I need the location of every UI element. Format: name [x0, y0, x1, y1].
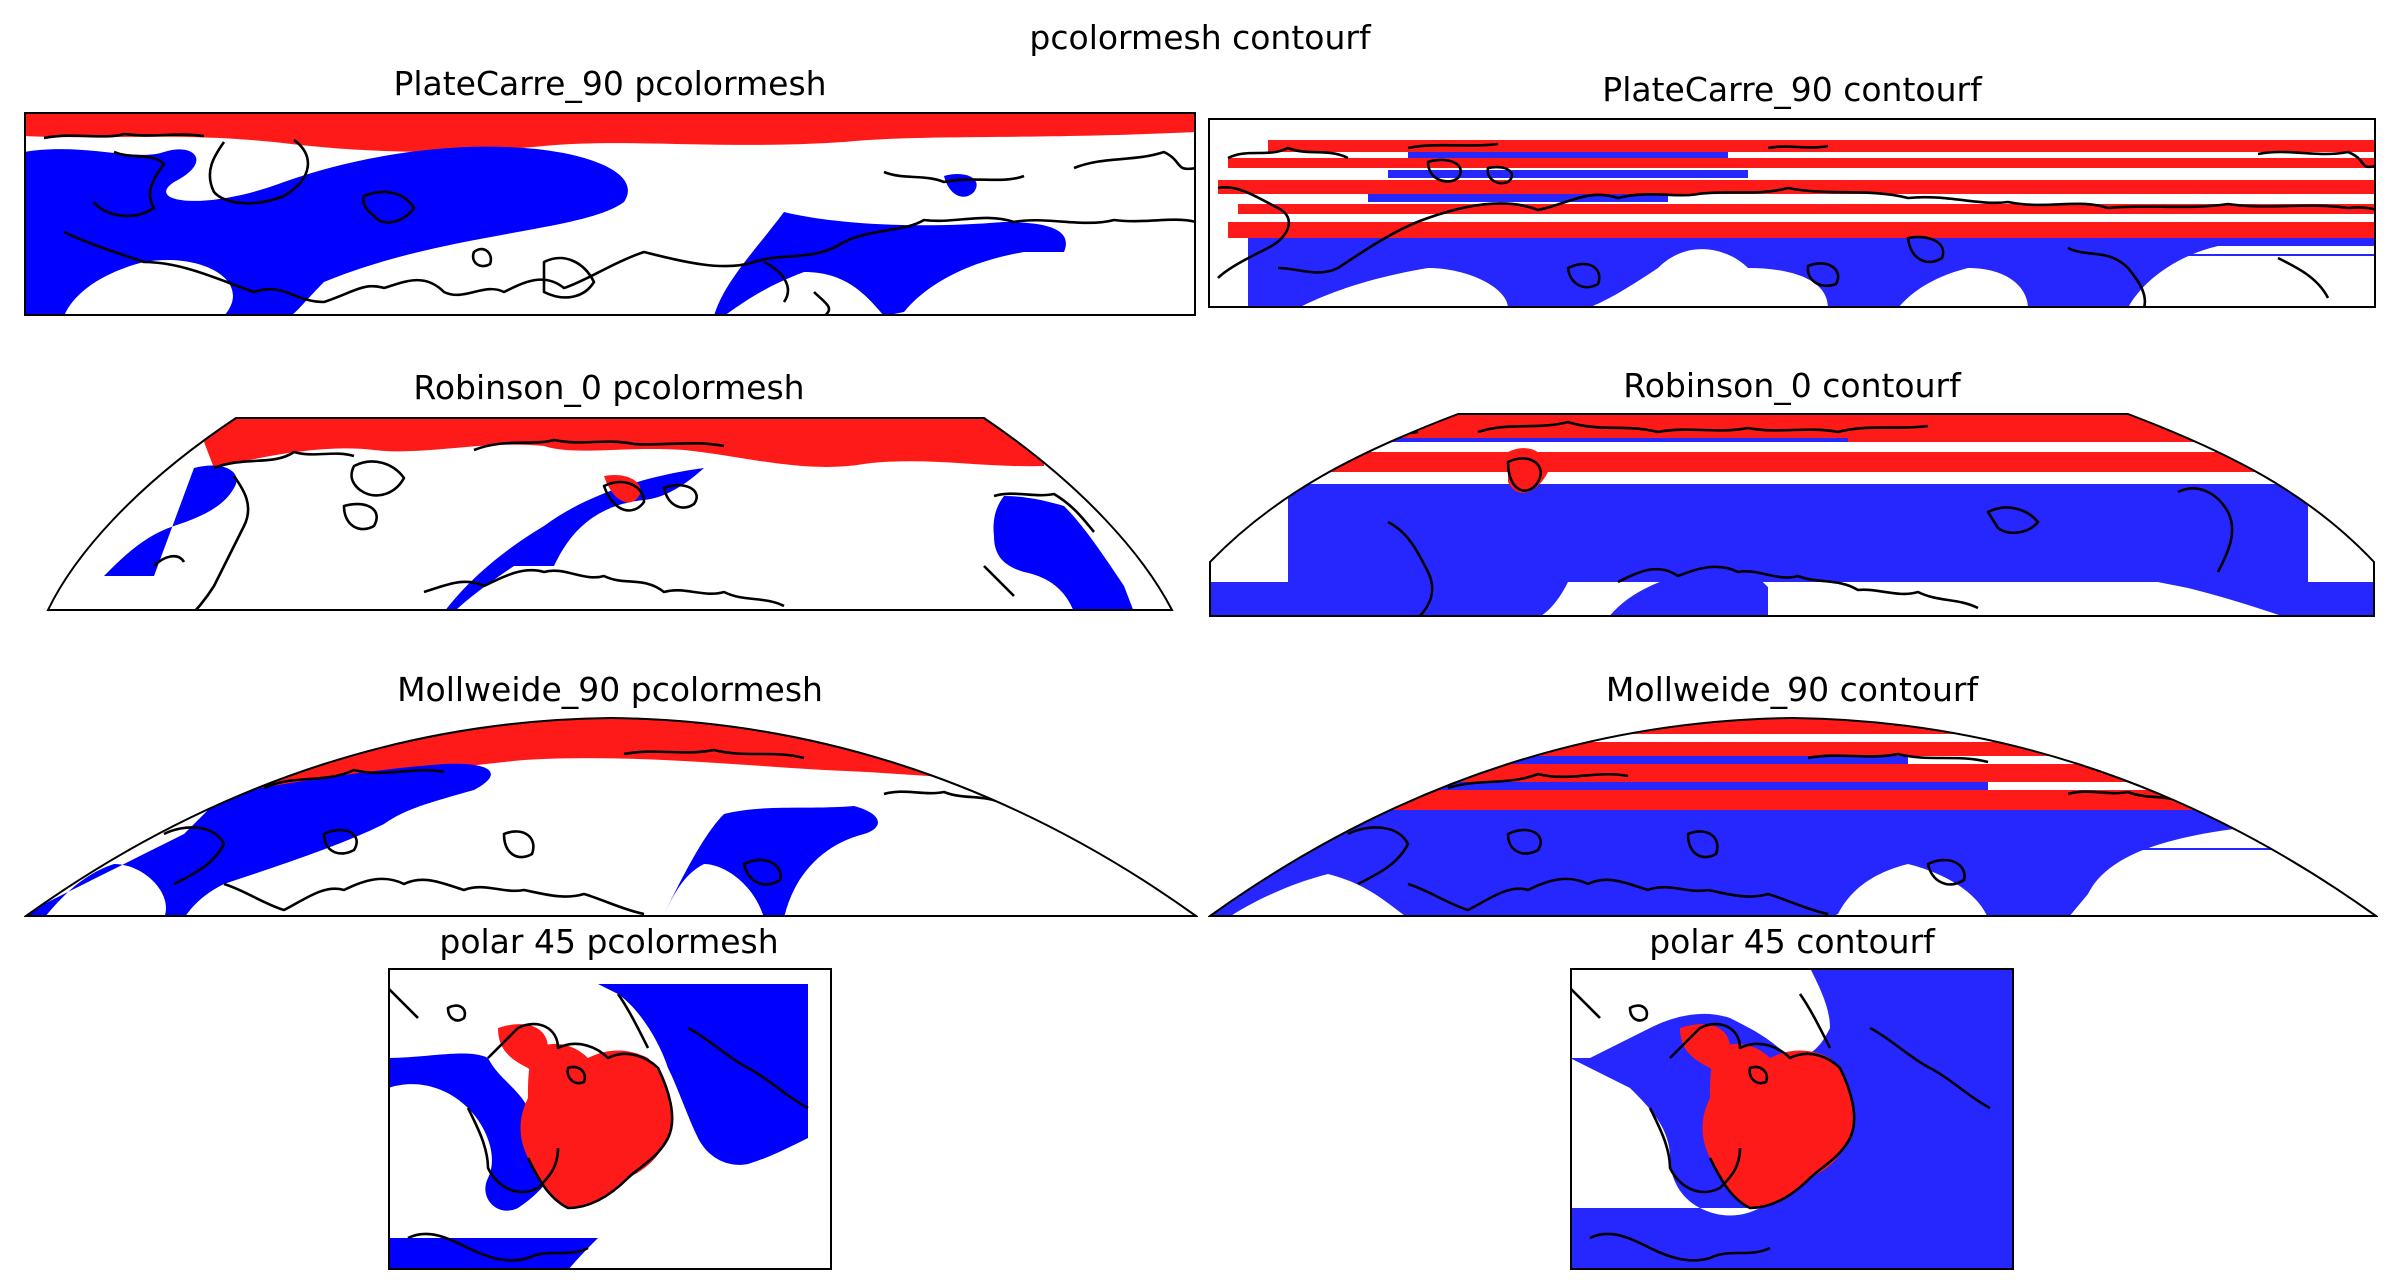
- panel-title-platecarree-contourf: PlateCarre_90 contourf: [1602, 70, 1982, 109]
- map-mollweide-contourf: [1208, 716, 2378, 917]
- panel-title-polar-pcolormesh: polar 45 pcolormesh: [439, 922, 779, 961]
- panel-title-robinson-contourf: Robinson_0 contourf: [1623, 366, 1961, 405]
- negative-line: [1268, 848, 2376, 850]
- negative-field-pacific: [714, 212, 1066, 316]
- map-frame: [24, 112, 1196, 316]
- negative-field-atlantic: [388, 1053, 598, 1270]
- map-frame: [388, 968, 832, 1270]
- coastlines: [153, 438, 1095, 610]
- panel-title-mollweide-contourf: Mollweide_90 contourf: [1605, 670, 1979, 709]
- negative-field: [1210, 810, 2278, 916]
- coastlines: [1217, 142, 2376, 308]
- panel-title-robinson-pcolormesh: Robinson_0 pcolormesh: [413, 368, 805, 407]
- positive-band-top: [1308, 414, 2374, 442]
- positive-field-arctic: [520, 1043, 672, 1208]
- land-white-top: [1570, 968, 1830, 1058]
- negative-bands: [1428, 756, 1988, 790]
- positive-field-arctic: [1702, 1043, 1854, 1208]
- negative-field-pacific: [993, 496, 1134, 610]
- coastlines: [1570, 987, 1991, 1262]
- map-polar-contourf: [1570, 968, 2014, 1270]
- negative-field: [1248, 238, 2376, 308]
- negative-field-atlantic: [26, 763, 491, 916]
- negative-line: [2108, 254, 2376, 256]
- positive-field: [24, 112, 1196, 152]
- negative-field-lower: [1210, 568, 1788, 616]
- negative-field-pacific: [2158, 582, 2374, 616]
- figure-suptitle: pcolormesh contourf: [1029, 18, 1371, 57]
- negative-band: [1288, 484, 2308, 582]
- map-robinson-contourf: [1209, 413, 2375, 617]
- map-robinson-pcolormesh: [46, 417, 1174, 611]
- map-frame: [46, 417, 1174, 611]
- negative-line: [1348, 438, 1848, 442]
- coastlines: [1347, 752, 2189, 916]
- panel-title-mollweide-pcolormesh: Mollweide_90 pcolormesh: [397, 670, 823, 709]
- panel-title-polar-contourf: polar 45 contourf: [1649, 922, 1935, 961]
- coastlines: [43, 132, 1196, 316]
- map-frame: [1208, 716, 2378, 917]
- map-platecarree-contourf: [1208, 118, 2376, 308]
- coastlines: [388, 987, 809, 1262]
- map-frame: [1209, 413, 2375, 617]
- negative-field-atlantic: [24, 146, 628, 316]
- map-mollweide-pcolormesh: [24, 716, 1198, 917]
- map-platecarree-pcolormesh: [24, 112, 1196, 316]
- map-frame: [24, 716, 1198, 917]
- map-polar-pcolormesh: [388, 968, 832, 1270]
- coastlines: [163, 748, 1005, 916]
- negative-bands: [1368, 152, 1748, 202]
- map-frame: [1208, 118, 2376, 308]
- map-frame: [1570, 968, 2014, 1270]
- negative-field-pacific: [598, 984, 808, 1165]
- positive-band-mid: [1308, 452, 2374, 472]
- land-white-left: [1570, 1058, 1760, 1216]
- panel-title-platecarree-pcolormesh: PlateCarre_90 pcolormesh: [393, 64, 827, 103]
